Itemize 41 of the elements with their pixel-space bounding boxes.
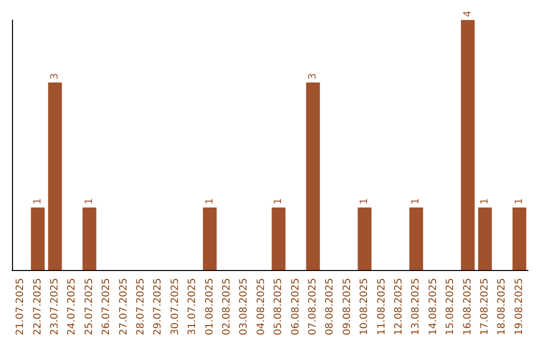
x-tick-label: 11.08.2025 [376,278,388,336]
x-tick-label: 13.08.2025 [410,278,422,336]
x-tick-label: 14.08.2025 [428,278,439,336]
x-tick-label: 08.08.2025 [324,278,336,336]
x-tick-label: 03.08.2025 [238,278,250,336]
data-label: 3 [50,73,60,80]
x-tick-label: 18.08.2025 [496,278,508,336]
data-label: 1 [273,198,284,204]
x-tick-label: 26.07.2025 [101,278,112,336]
x-tick-label: 30.07.2025 [170,278,181,336]
data-label: 3 [308,73,318,80]
x-tick-label: 01.08.2025 [204,278,216,336]
x-tick-label: 31.07.2025 [187,278,198,336]
x-tick-label: 06.08.2025 [290,278,302,336]
x-tick-label: 16.08.2025 [462,278,474,336]
x-tick-label: 04.08.2025 [256,278,267,336]
x-tick-label: 24.07.2025 [66,278,78,336]
data-label: 1 [410,198,422,204]
x-tick-label: 21.07.2025 [15,278,26,336]
data-label: 1 [204,198,216,204]
x-tick-label: 29.07.2025 [152,278,164,336]
data-label: 1 [84,198,95,204]
x-tick-label: 25.07.2025 [84,278,95,336]
x-tick-label: 07.08.2025 [308,278,318,336]
x-tick-label: 17.08.2025 [480,278,490,336]
x-tick-label: 23.07.2025 [50,278,60,336]
data-label: 1 [480,198,490,204]
x-tick-label: 28.07.2025 [136,278,146,336]
data-label: 4 [462,10,474,17]
x-tick-label: 19.08.2025 [514,278,525,336]
x-tick-label: 22.07.2025 [32,278,44,336]
x-tick-label: 05.08.2025 [273,278,284,336]
x-tick-label: 10.08.2025 [359,278,370,336]
x-tick-label: 02.08.2025 [222,278,232,336]
x-tick-label: 09.08.2025 [342,278,353,336]
x-tick-label: 27.07.2025 [118,278,130,336]
data-label: 1 [514,198,525,204]
data-label: 1 [359,198,370,204]
x-tick-label: 15.08.2025 [445,278,456,336]
x-tick-label: 12.08.2025 [394,278,404,336]
data-label: 1 [32,198,44,204]
